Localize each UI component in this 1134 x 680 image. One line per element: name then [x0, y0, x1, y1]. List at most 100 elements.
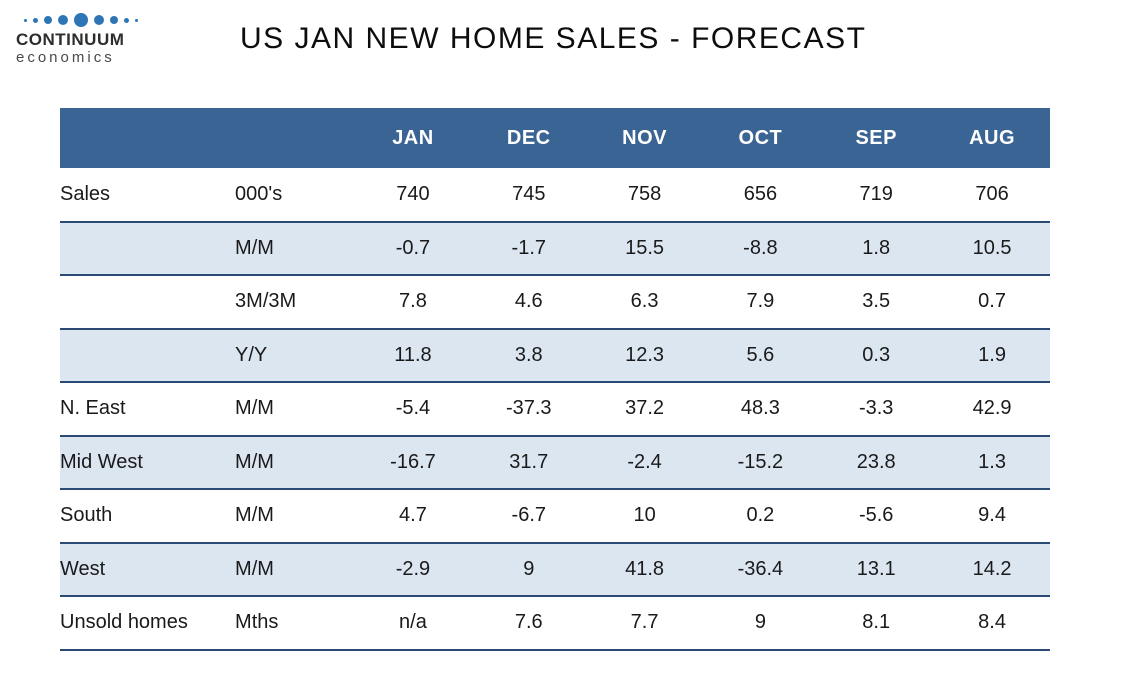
- table-row: Mid West M/M -16.7 31.7 -2.4 -15.2 23.8 1.3: [60, 435, 1050, 490]
- cell-value: 31.7: [470, 435, 587, 490]
- column-header: [60, 108, 236, 168]
- cell-value: 656: [702, 168, 819, 223]
- cell-value: 1.8: [818, 221, 935, 276]
- continuum-logo: CONTINUUM economics: [16, 12, 146, 66]
- column-header: SEP: [818, 108, 935, 168]
- cell-value: 10: [586, 489, 703, 544]
- row-unit: M/M: [235, 542, 356, 597]
- row-label: West: [60, 542, 236, 597]
- cell-value: -2.9: [355, 542, 471, 597]
- cell-value: 4.6: [470, 275, 587, 330]
- cell-value: -5.6: [818, 489, 935, 544]
- cell-value: -2.4: [586, 435, 703, 490]
- cell-value: -0.7: [355, 221, 471, 276]
- table-row: South M/M 4.7 -6.7 10 0.2 -5.6 9.4: [60, 489, 1050, 544]
- column-header: AUG: [934, 108, 1050, 168]
- row-unit: M/M: [235, 489, 356, 544]
- row-label: Mid West: [60, 435, 236, 490]
- table-row: West M/M -2.9 9 41.8 -36.4 13.1 14.2: [60, 542, 1050, 597]
- cell-value: 745: [470, 168, 587, 223]
- home-sales-table: JAN DEC NOV OCT SEP AUG Sales 000's 740 745 758 65…: [60, 108, 1050, 651]
- cell-value: -8.8: [702, 221, 819, 276]
- row-unit: Mths: [235, 596, 356, 651]
- logo-dot: [74, 13, 88, 27]
- column-header: [235, 108, 356, 168]
- cell-value: 7.8: [355, 275, 471, 330]
- row-unit: M/M: [235, 382, 356, 437]
- cell-value: 3.8: [470, 328, 587, 383]
- cell-value: 0.2: [702, 489, 819, 544]
- column-header: DEC: [470, 108, 587, 168]
- row-label: South: [60, 489, 236, 544]
- table-row: 3M/3M 7.8 4.6 6.3 7.9 3.5 0.7: [60, 275, 1050, 330]
- cell-value: 23.8: [818, 435, 935, 490]
- table-body: Sales 000's 740 745 758 656 719 706 M/M -0.7 -1.7 1…: [60, 168, 1050, 651]
- row-unit: M/M: [235, 221, 356, 276]
- continuum-dots-icon: [16, 12, 146, 28]
- cell-value: 1.9: [934, 328, 1050, 383]
- cell-value: 706: [934, 168, 1050, 223]
- cell-value: 8.1: [818, 596, 935, 651]
- row-unit: M/M: [235, 435, 356, 490]
- cell-value: 8.4: [934, 596, 1050, 651]
- row-unit: 3M/3M: [235, 275, 356, 330]
- logo-dot: [110, 16, 118, 24]
- cell-value: 9.4: [934, 489, 1050, 544]
- logo-dot: [33, 17, 38, 23]
- cell-value: 48.3: [702, 382, 819, 437]
- cell-value: 5.6: [702, 328, 819, 383]
- logo-dot: [124, 17, 129, 23]
- table-header-row: JAN DEC NOV OCT SEP AUG: [60, 108, 1050, 168]
- table-row: M/M -0.7 -1.7 15.5 -8.8 1.8 10.5: [60, 221, 1050, 276]
- cell-value: 0.7: [934, 275, 1050, 330]
- cell-value: 11.8: [355, 328, 471, 383]
- cell-value: -36.4: [702, 542, 819, 597]
- logo-dot: [58, 15, 68, 25]
- cell-value: 9: [470, 542, 587, 597]
- cell-value: -6.7: [470, 489, 587, 544]
- column-header: NOV: [586, 108, 703, 168]
- row-label: Sales: [60, 168, 236, 223]
- column-header: OCT: [702, 108, 819, 168]
- cell-value: -3.3: [818, 382, 935, 437]
- cell-value: 15.5: [586, 221, 703, 276]
- cell-value: 3.5: [818, 275, 935, 330]
- cell-value: 12.3: [586, 328, 703, 383]
- row-unit: 000's: [235, 168, 356, 223]
- logo-dot: [24, 18, 27, 22]
- cell-value: 7.6: [470, 596, 587, 651]
- table-row: Sales 000's 740 745 758 656 719 706: [60, 168, 1050, 223]
- table-row: Y/Y 11.8 3.8 12.3 5.6 0.3 1.9: [60, 328, 1050, 383]
- row-label: [60, 328, 236, 383]
- cell-value: 6.3: [586, 275, 703, 330]
- table-row: Unsold homes Mths n/a 7.6 7.7 9 8.1 8.4: [60, 596, 1050, 651]
- row-label: [60, 275, 236, 330]
- cell-value: -37.3: [470, 382, 587, 437]
- logo-dot: [135, 18, 138, 22]
- cell-value: 7.9: [702, 275, 819, 330]
- row-unit: Y/Y: [235, 328, 356, 383]
- cell-value: 719: [818, 168, 935, 223]
- cell-value: -5.4: [355, 382, 471, 437]
- cell-value: 41.8: [586, 542, 703, 597]
- cell-value: 13.1: [818, 542, 935, 597]
- cell-value: -1.7: [470, 221, 587, 276]
- row-label: N. East: [60, 382, 236, 437]
- row-label: Unsold homes: [60, 596, 236, 651]
- cell-value: 37.2: [586, 382, 703, 437]
- cell-value: -15.2: [702, 435, 819, 490]
- table-row: N. East M/M -5.4 -37.3 37.2 48.3 -3.3 42.9: [60, 382, 1050, 437]
- cell-value: n/a: [355, 596, 471, 651]
- logo-dot: [94, 15, 104, 25]
- row-label: [60, 221, 236, 276]
- logo-subtitle: economics: [16, 48, 115, 66]
- cell-value: -16.7: [355, 435, 471, 490]
- cell-value: 4.7: [355, 489, 471, 544]
- cell-value: 758: [586, 168, 703, 223]
- cell-value: 10.5: [934, 221, 1050, 276]
- cell-value: 0.3: [818, 328, 935, 383]
- cell-value: 7.7: [586, 596, 703, 651]
- column-header: JAN: [355, 108, 471, 168]
- logo-dot: [44, 16, 52, 24]
